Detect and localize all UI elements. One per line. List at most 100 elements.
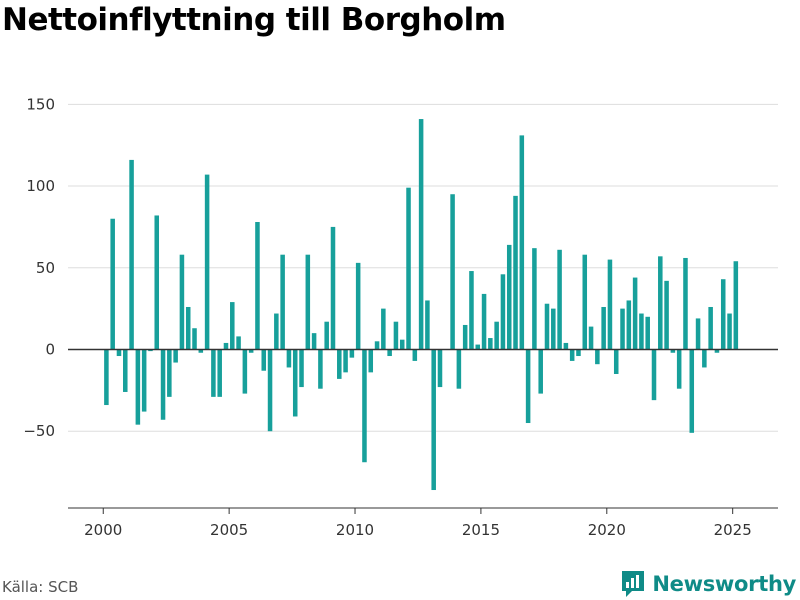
bar <box>488 338 493 350</box>
bars <box>104 119 739 491</box>
y-tick-label: 150 <box>26 95 55 113</box>
bar <box>475 344 481 350</box>
bar <box>702 349 707 368</box>
bar <box>248 349 254 353</box>
bar <box>676 349 682 389</box>
bar <box>563 342 569 350</box>
bar <box>450 194 455 350</box>
bar <box>261 349 267 371</box>
bar <box>582 254 588 350</box>
bar <box>494 321 499 350</box>
bar <box>683 257 688 350</box>
bar <box>368 349 374 373</box>
bar <box>456 349 462 389</box>
bar <box>532 248 537 350</box>
y-tick-label: 100 <box>26 177 55 195</box>
bar <box>104 349 109 406</box>
bar <box>255 222 260 350</box>
bar <box>462 324 468 350</box>
bar <box>192 328 197 350</box>
bar <box>708 306 713 350</box>
bar <box>280 254 285 350</box>
x-tick-label: 2005 <box>210 521 248 539</box>
chart-title: Nettoinflyttning till Borgholm <box>2 2 506 38</box>
bar <box>330 226 336 350</box>
brand-name: Newsworthy <box>652 572 796 596</box>
bar <box>324 321 329 350</box>
bar <box>525 349 531 424</box>
axes <box>68 348 778 514</box>
bar <box>733 261 739 350</box>
bar <box>513 195 518 350</box>
bar <box>412 349 418 361</box>
bar <box>632 277 638 350</box>
bar <box>305 254 311 350</box>
bar <box>236 336 241 350</box>
bar <box>418 119 424 350</box>
y-axis-labels: 150 100 50 0 −50 <box>23 95 55 440</box>
bar <box>620 308 625 350</box>
bar <box>129 159 134 350</box>
bar <box>318 349 323 389</box>
bar <box>406 187 411 350</box>
bar <box>595 349 600 365</box>
bar <box>135 349 141 425</box>
bar <box>381 308 386 350</box>
bar <box>651 349 657 401</box>
x-tick-label: 2010 <box>336 521 374 539</box>
bar <box>695 318 701 350</box>
bar <box>551 308 556 350</box>
x-tick-label: 2015 <box>462 521 500 539</box>
bar <box>469 271 474 350</box>
bar <box>399 339 405 350</box>
bar <box>286 349 292 368</box>
x-axis-labels: 2000 2005 2010 2015 2020 2025 <box>84 521 752 539</box>
newsworthy-icon <box>622 571 645 597</box>
bar <box>544 303 550 350</box>
bar <box>349 349 355 358</box>
bar <box>639 313 644 350</box>
bar <box>727 313 732 350</box>
bar <box>185 306 191 350</box>
bar <box>626 300 632 350</box>
x-tick-label: 2020 <box>588 521 626 539</box>
bar <box>299 349 304 388</box>
bar <box>506 244 512 350</box>
bar <box>217 349 222 397</box>
bar <box>148 349 153 352</box>
bar <box>714 349 720 353</box>
bar <box>658 256 663 350</box>
bar <box>292 349 298 417</box>
bar <box>274 313 279 350</box>
bar <box>141 349 147 412</box>
bar <box>337 349 342 379</box>
bar <box>588 326 594 350</box>
bar <box>223 342 229 350</box>
source-note: Källa: SCB <box>2 578 79 596</box>
y-tick-label: 0 <box>45 340 55 358</box>
bar <box>519 135 525 350</box>
bar <box>311 333 317 350</box>
bar <box>116 349 122 357</box>
bar <box>431 349 436 491</box>
bar <box>393 321 399 350</box>
bar <box>569 349 575 361</box>
newsworthy-logo: Newsworthy <box>620 569 796 599</box>
bar <box>198 349 204 353</box>
bar <box>110 218 115 350</box>
x-tick-label: 2025 <box>714 521 752 539</box>
bar <box>355 262 361 350</box>
bar <box>387 349 392 357</box>
bar <box>481 293 487 350</box>
bar <box>211 349 216 397</box>
y-tick-label: 50 <box>36 259 55 277</box>
bar <box>557 249 562 350</box>
bar <box>613 349 619 374</box>
bar <box>374 341 380 350</box>
bar <box>538 349 543 394</box>
bar <box>720 279 726 350</box>
bar <box>576 349 581 357</box>
bar <box>230 302 235 350</box>
bar <box>343 349 348 373</box>
